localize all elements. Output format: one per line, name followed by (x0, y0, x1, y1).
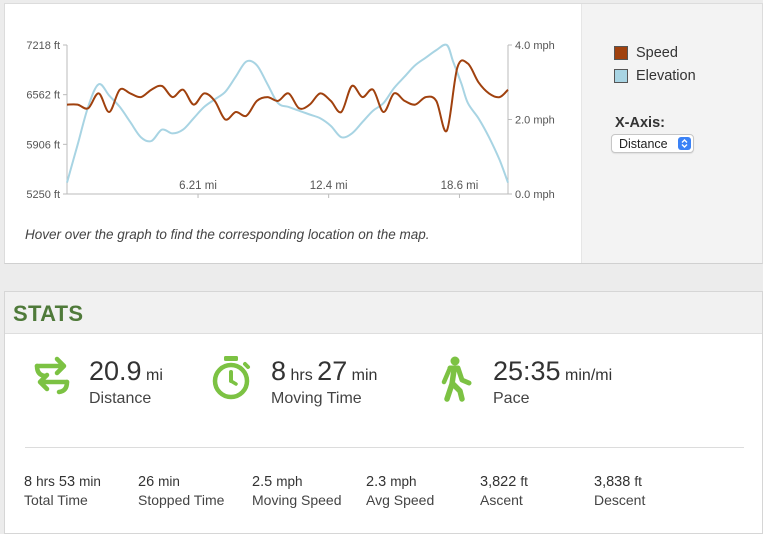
total-time-hours: 8 (24, 474, 33, 490)
legend-speed-label: Speed (636, 45, 678, 61)
ascent-value: 3,822 (480, 474, 517, 490)
right-tick-label: 4.0 mph (515, 40, 555, 52)
stopped-time-stat: 26 min Stopped Time (138, 474, 224, 508)
total-time-minutes-unit: min (79, 474, 101, 489)
left-tick-label: 5906 ft (26, 139, 60, 151)
distance-value: 20.9 (89, 356, 142, 386)
total-time-minutes: 53 (58, 474, 76, 490)
ascent-label: Ascent (480, 492, 523, 508)
xaxis-select[interactable]: Distance (611, 134, 694, 153)
right-tick-label: 2.0 mph (515, 115, 555, 127)
right-tick-label: 0.0 mph (515, 189, 555, 201)
left-tick-label: 7218 ft (26, 40, 60, 52)
moving-speed-label: Moving Speed (252, 492, 342, 508)
moving-speed-unit: mph (276, 474, 303, 489)
x-tick-label: 6.21 mi (179, 180, 217, 192)
moving-minutes-unit: min (351, 367, 378, 384)
avg-speed-value: 2.3 (366, 474, 387, 490)
elevation-speed-chart[interactable]: 5250 ft 5906 ft 6562 ft 7218 ft 0.0 mph 2.0 m… (5, 4, 581, 263)
descent-label: Descent (594, 492, 646, 508)
stats-title: STATS (13, 301, 84, 326)
xaxis-selected-value: Distance (619, 137, 668, 151)
stats-card: STATS 20.9 mi Distance 8 hrs 27 min (4, 291, 763, 534)
elevation-speed-chart-card: 5250 ft 5906 ft 6562 ft 7218 ft 0.0 mph 2.0 m… (4, 3, 763, 264)
left-tick-label: 5250 ft (26, 189, 60, 201)
chart-hint: Hover over the graph to find the corresp… (25, 227, 430, 242)
chart-side-panel: Speed Elevation X-Axis: Distance (581, 4, 762, 263)
select-arrows-icon (678, 137, 691, 150)
speed-series-line (66, 59, 509, 133)
pace-unit: min/mi (565, 367, 613, 384)
moving-speed-value: 2.5 (252, 474, 273, 490)
stopped-time-value: 26 (138, 474, 155, 490)
walking-person-icon (441, 356, 472, 402)
distance-unit: mi (146, 367, 163, 384)
total-time-label: Total Time (24, 492, 88, 508)
stats-header: STATS (5, 292, 762, 334)
stopped-time-label: Stopped Time (138, 492, 225, 508)
avg-speed-label: Avg Speed (366, 492, 435, 508)
descent-unit: ft (634, 474, 642, 489)
left-tick-label: 6562 ft (26, 90, 60, 102)
x-tick-label: 12.4 mi (310, 180, 348, 192)
ascent-unit: ft (520, 474, 528, 489)
stopped-time-unit: min (158, 474, 180, 489)
stopwatch-icon (212, 356, 250, 400)
chart-area[interactable]: 5250 ft 5906 ft 6562 ft 7218 ft 0.0 mph 2.0 m… (5, 4, 581, 263)
legend-item-elevation[interactable]: Elevation (614, 68, 696, 84)
pace-value: 25:35 (493, 356, 561, 386)
pace-label: Pace (493, 390, 530, 407)
distance-label: Distance (89, 390, 152, 407)
descent-stat: 3,838 ft Descent (594, 474, 645, 508)
speed-swatch-icon (614, 46, 628, 60)
moving-hours-value: 8 (271, 356, 287, 386)
moving-time-label: Moving Time (271, 390, 362, 407)
avg-speed-unit: mph (390, 474, 417, 489)
legend-elevation-label: Elevation (636, 68, 696, 84)
legend-item-speed[interactable]: Speed (614, 45, 678, 61)
descent-value: 3,838 (594, 474, 631, 490)
moving-minutes-value: 27 (317, 356, 348, 386)
xaxis-label: X-Axis: (615, 115, 665, 131)
route-arrows-icon (34, 356, 70, 395)
moving-speed-stat: 2.5 mph Moving Speed (252, 474, 342, 508)
stats-divider (25, 447, 744, 448)
x-tick-label: 18.6 mi (441, 180, 479, 192)
elevation-series-line (66, 43, 509, 183)
elevation-swatch-icon (614, 69, 628, 83)
total-time-hours-unit: hrs (36, 474, 55, 489)
avg-speed-stat: 2.3 mph Avg Speed (366, 474, 434, 508)
total-time-stat: 8 hrs 53 min Total Time (24, 474, 101, 508)
moving-hours-unit: hrs (290, 367, 313, 384)
ascent-stat: 3,822 ft Ascent (480, 474, 528, 508)
